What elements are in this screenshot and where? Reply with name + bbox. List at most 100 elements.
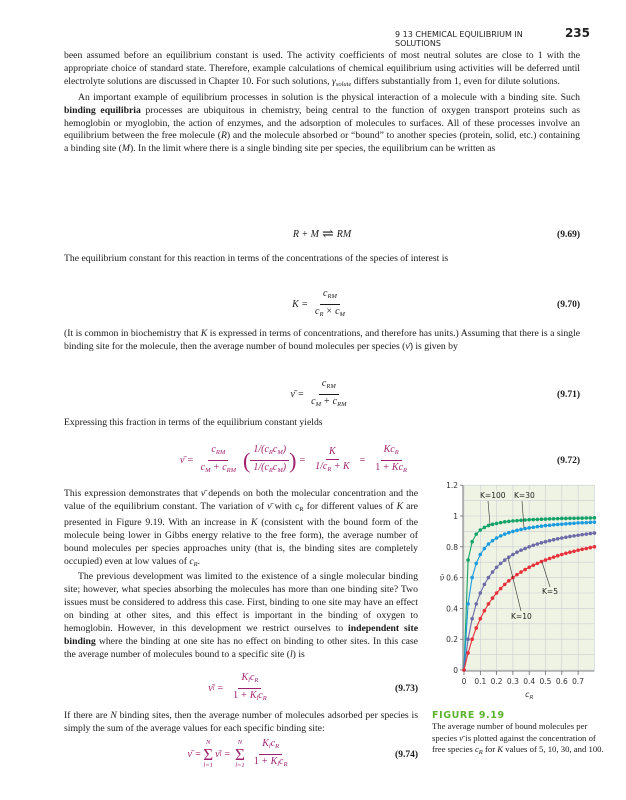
- curve-label-bg: [479, 491, 504, 500]
- paragraph: (It is common in biochemistry that K is …: [64, 328, 580, 352]
- data-point-K=5: [474, 626, 479, 630]
- leader-line: [507, 557, 522, 612]
- data-point-K=30: [588, 520, 593, 525]
- data-point-K=10: [507, 555, 511, 559]
- data-point-K=100: [588, 516, 593, 520]
- data-point-K=10: [572, 534, 576, 538]
- data-point-K=5: [466, 651, 470, 655]
- data-point-K=100: [543, 517, 548, 521]
- data-point-K=100: [564, 516, 568, 521]
- data-point-K=5: [555, 553, 560, 558]
- data-point-K=100: [490, 522, 495, 527]
- body-text-top: been assumed before an equilibrium const…: [64, 50, 580, 156]
- x-tick-label: 0.1: [474, 677, 486, 686]
- figure-9-19-chart: 0 0.2 0.4 0.6 0.8 1 1.2 0 0.1 0.2 0.3 0.4 0.5 0.6 0.7 c…: [440, 481, 597, 701]
- term-binding-equilibria: binding equilibria: [64, 104, 141, 116]
- data-point-K=5: [519, 570, 523, 574]
- data-point-K=100: [507, 519, 511, 524]
- term-independent-site-binding: independent site binding: [64, 623, 419, 647]
- y-tick-label: 0.6: [446, 574, 458, 583]
- data-point-K=10: [494, 565, 499, 570]
- curve-label-bg: [510, 612, 531, 621]
- data-point-K=5: [576, 548, 580, 552]
- data-point-K=100: [478, 528, 483, 532]
- data-point-K=100: [511, 519, 515, 523]
- data-point-K=100: [572, 516, 576, 521]
- data-point-K=30: [478, 552, 483, 557]
- data-point-K=10: [474, 602, 479, 606]
- data-point-K=30: [527, 526, 531, 530]
- data-point-K=30: [470, 575, 474, 580]
- data-point-K=30: [482, 546, 487, 551]
- data-point-K=10: [466, 637, 470, 641]
- data-point-K=5: [588, 545, 593, 550]
- equation-number: (9.71): [557, 389, 580, 400]
- x-tick-label: 0: [462, 677, 467, 686]
- data-point-K=30: [490, 538, 495, 543]
- data-point-K=10: [523, 546, 527, 551]
- data-point-K=5: [478, 616, 483, 621]
- data-point-K=5: [494, 591, 499, 595]
- data-point-K=100: [584, 516, 589, 520]
- y-tick-label: 1: [453, 512, 458, 521]
- data-point-K=10: [568, 534, 572, 539]
- equation-9-72: ν̄ = cRM cM + cRM (1/(cRcM) 1/(cRcM)) = K 1/c…: [179, 444, 580, 474]
- data-point-K=5: [539, 559, 544, 564]
- data-point-K=10: [478, 591, 483, 595]
- data-point-K=10: [519, 548, 523, 552]
- data-point-K=100: [519, 518, 523, 523]
- data-point-K=100: [576, 516, 580, 520]
- x-tick-label: 0.3: [507, 677, 519, 686]
- curve-label: K=5: [542, 587, 558, 596]
- data-point-K=100: [547, 517, 552, 521]
- data-point-K=10: [564, 535, 568, 540]
- data-point-K=5: [551, 555, 556, 559]
- data-point-K=5: [531, 563, 536, 568]
- data-point-K=100: [523, 518, 527, 522]
- leader-line: [541, 561, 551, 588]
- paragraph: This expression demonstrates that ν̄ dep…: [64, 488, 419, 568]
- paragraph: An important example of equilibrium proc…: [64, 91, 580, 155]
- data-point-K=100: [470, 539, 474, 544]
- data-point-K=30: [498, 534, 503, 538]
- data-point-K=5: [515, 572, 519, 577]
- data-point-K=30: [519, 527, 523, 532]
- data-point-K=100: [527, 517, 531, 522]
- y-axis-label: ν̄: [440, 574, 445, 583]
- data-point-K=10: [576, 533, 580, 538]
- data-point-K=30: [580, 520, 584, 525]
- data-point-K=5: [580, 547, 584, 552]
- data-point-K=5: [507, 579, 511, 583]
- data-point-K=10: [580, 532, 584, 537]
- data-point-K=100: [466, 558, 470, 562]
- data-point-K=10: [502, 558, 507, 562]
- x-tick-label: 0.7: [572, 677, 584, 686]
- data-point-K=10: [543, 539, 548, 544]
- data-point-K=30: [507, 530, 511, 535]
- equation-number: (9.74): [395, 749, 418, 760]
- figure-title: FIGURE 9.19: [432, 710, 505, 721]
- leader-line: [521, 500, 525, 529]
- curve-label: K=100: [480, 491, 506, 500]
- data-point-K=10: [592, 531, 597, 535]
- data-point-K=30: [502, 532, 507, 536]
- data-point-K=10: [482, 582, 487, 587]
- data-point-K=100: [555, 516, 560, 521]
- data-point-K=5: [584, 546, 589, 551]
- data-point-K=30: [584, 520, 589, 525]
- data-point-K=10: [515, 550, 519, 554]
- data-point-K=30: [466, 602, 470, 606]
- y-tick-label: 0: [453, 666, 458, 675]
- data-point-K=30: [572, 521, 576, 526]
- data-point-K=100: [502, 520, 507, 524]
- data-point-K=100: [515, 518, 519, 523]
- data-point-K=30: [551, 522, 556, 527]
- paragraph: Expressing this fraction in terms of the…: [64, 417, 323, 428]
- leader-line: [487, 500, 491, 526]
- data-point-K=10: [486, 575, 491, 580]
- paragraph: been assumed before an equilibrium const…: [64, 50, 580, 88]
- data-point-K=5: [535, 561, 540, 566]
- data-point-K=100: [535, 517, 540, 522]
- data-point-K=5: [486, 602, 491, 606]
- body-text-lower: This expression demonstrates that ν̄ dep…: [64, 488, 418, 662]
